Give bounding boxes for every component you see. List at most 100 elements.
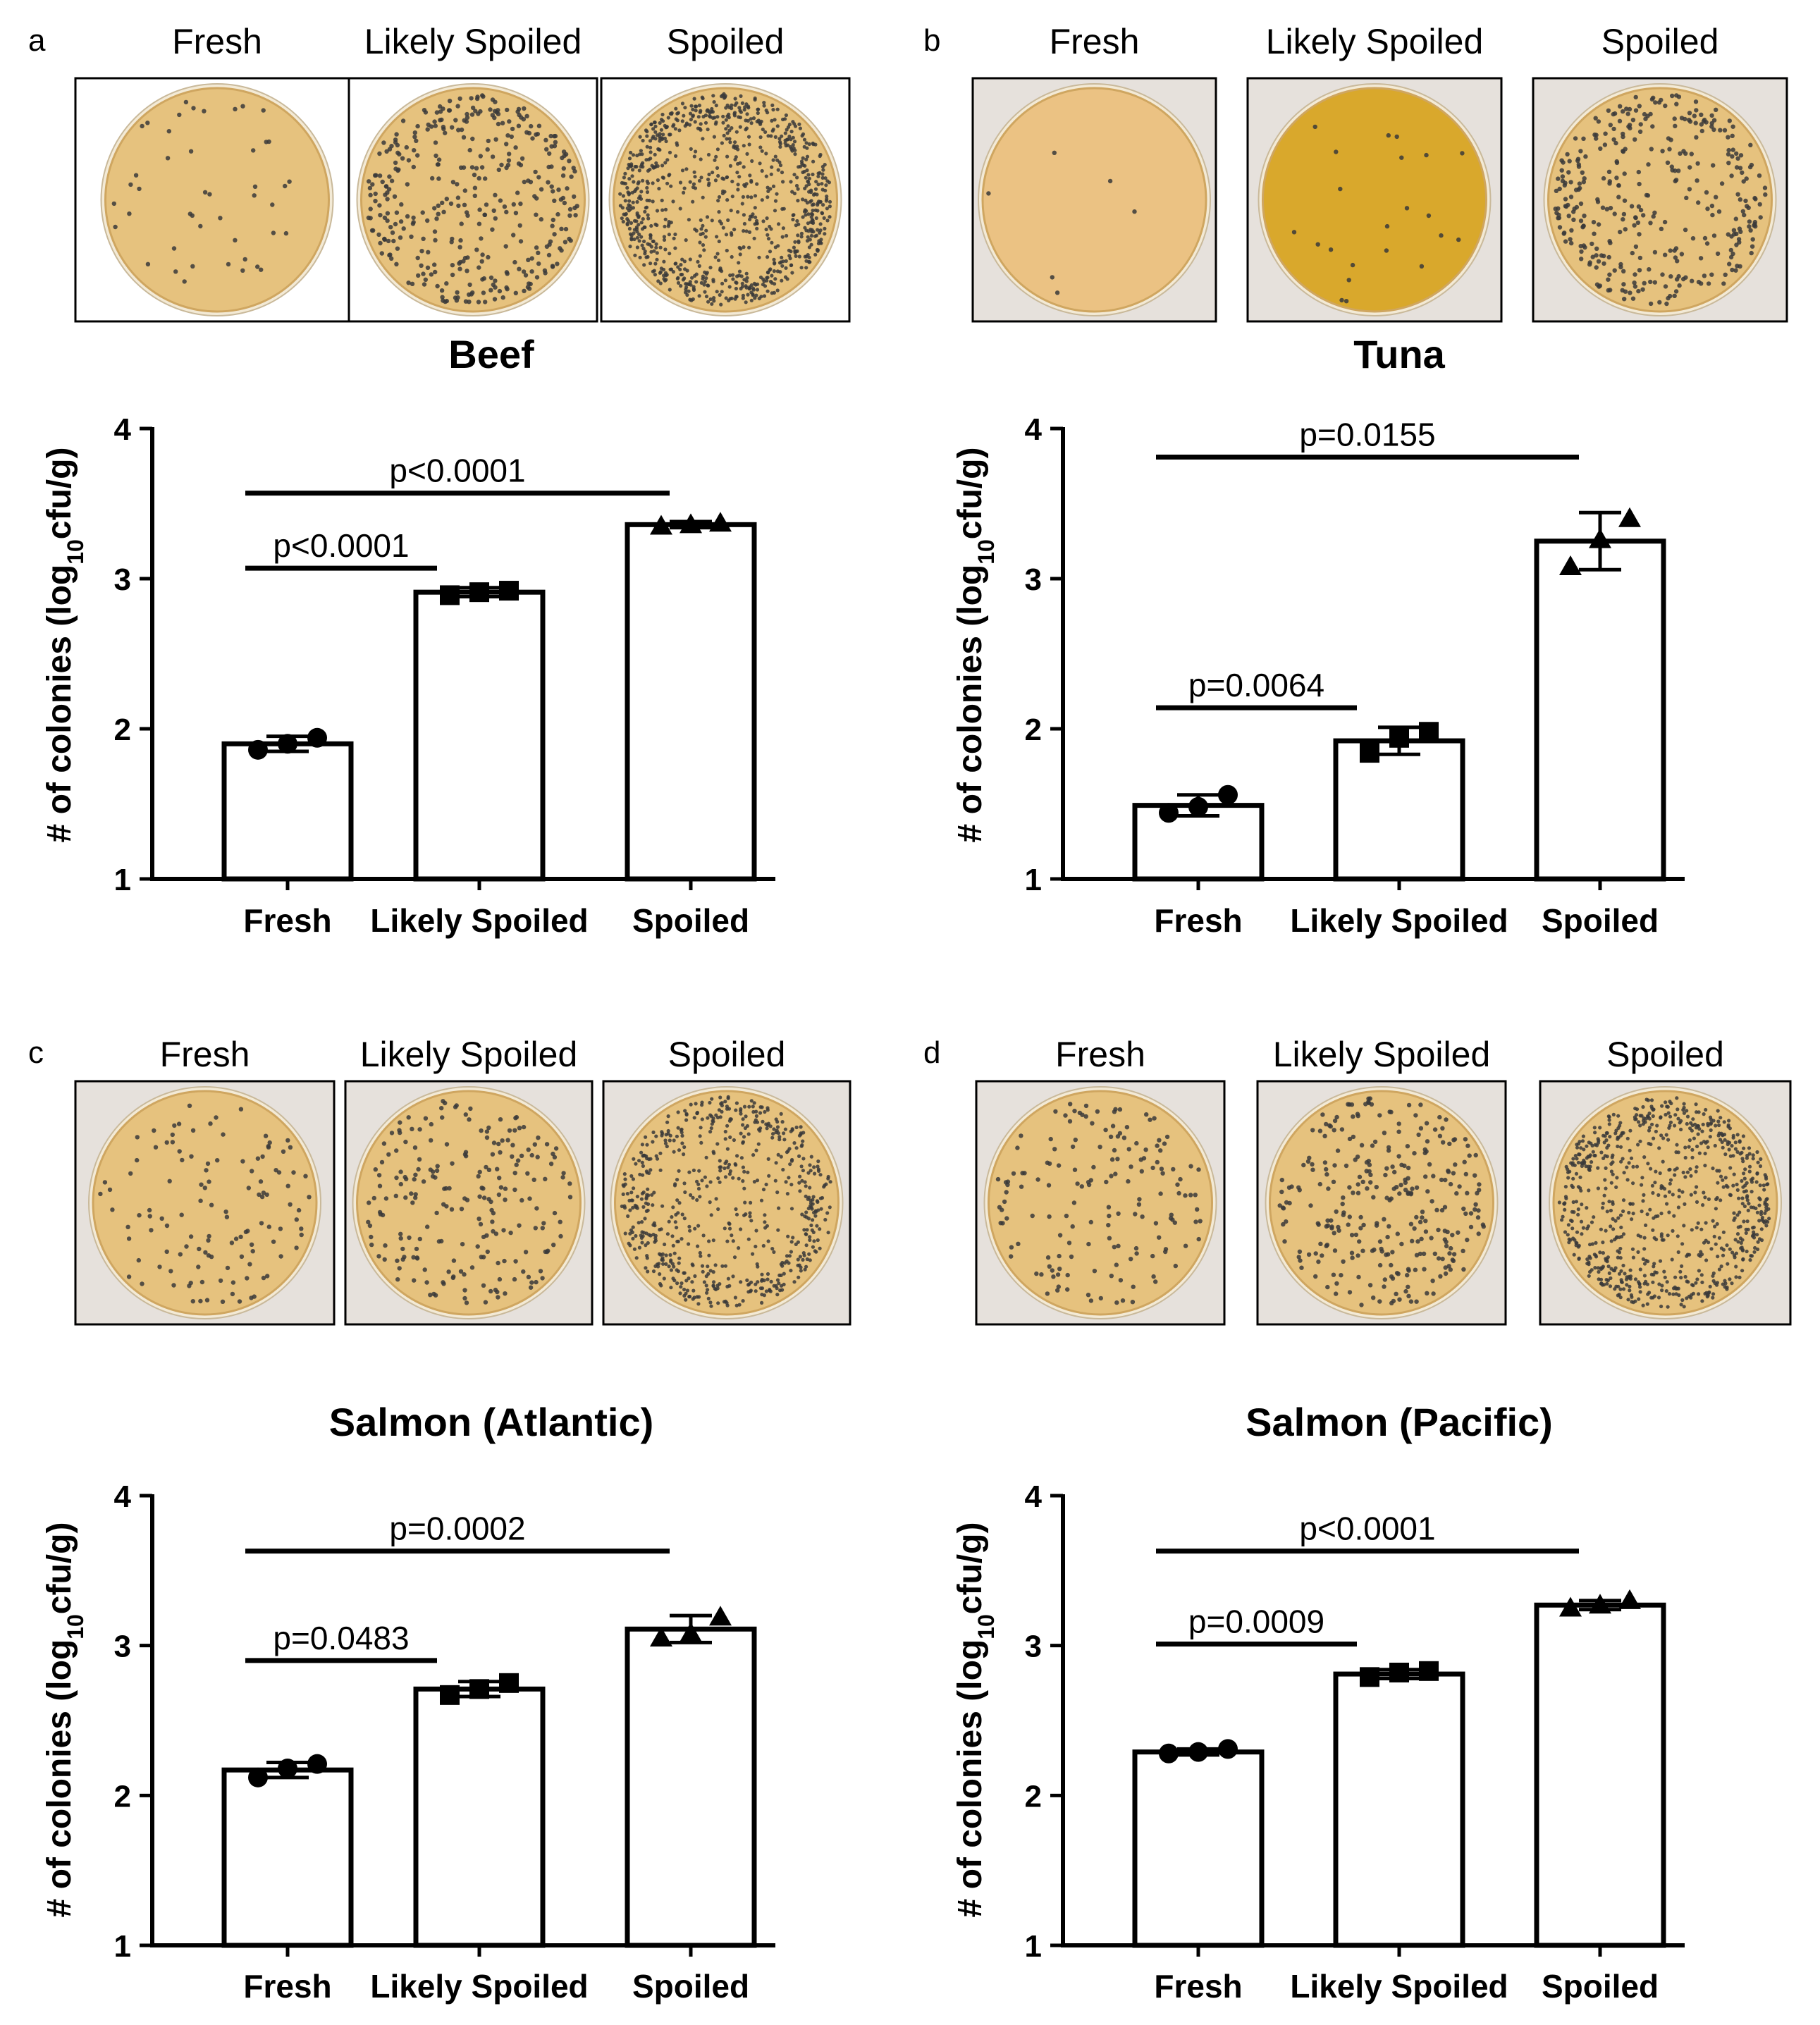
colony-dot <box>1630 1247 1635 1251</box>
colony-dot <box>1578 201 1584 207</box>
colony-dot <box>646 242 650 246</box>
colony-dot <box>777 222 781 226</box>
colony-dot <box>1630 118 1636 123</box>
colony-dot <box>204 1298 210 1303</box>
colony-dot <box>1475 1215 1481 1220</box>
colony-dot <box>1640 287 1645 292</box>
colony-dot <box>737 1303 742 1307</box>
colony-dot <box>701 1233 706 1238</box>
x-tick-label: Likely Spoiled <box>370 902 588 939</box>
colony-dot <box>1594 136 1599 141</box>
colony-dot <box>1570 1183 1574 1188</box>
colony-dot <box>548 1162 554 1167</box>
colony-dot <box>641 1231 646 1235</box>
colony-dot <box>793 240 797 244</box>
colony-dot <box>747 287 751 291</box>
colony-dot <box>261 1190 266 1195</box>
colony-dot <box>796 233 800 238</box>
colony-dot <box>395 1277 400 1282</box>
colony-dot <box>513 145 518 150</box>
colony-dot <box>1423 1219 1428 1224</box>
colony-dot <box>1115 1157 1120 1162</box>
colony-dot <box>1067 1119 1073 1124</box>
colony-dot <box>1682 1105 1686 1110</box>
colony-dot <box>699 218 703 222</box>
colony-dot <box>1764 1176 1769 1181</box>
colony-dot <box>764 1289 768 1293</box>
colony-dot <box>718 1095 723 1100</box>
colony-dot <box>825 207 829 211</box>
colony-dot <box>634 1205 639 1209</box>
colony-dot <box>1716 1109 1720 1113</box>
colony-dot <box>1750 1190 1754 1194</box>
colony-dot <box>1371 1295 1376 1300</box>
colony-dot <box>754 215 758 219</box>
colony-dot <box>1633 137 1637 142</box>
colony-dot <box>653 165 657 169</box>
colony-dot <box>1396 1154 1401 1159</box>
colony-dot <box>1734 151 1739 156</box>
colony-dot <box>754 1148 758 1152</box>
colony-dot <box>1740 1178 1744 1183</box>
colony-dot <box>1716 209 1722 214</box>
colony-dot <box>1718 1174 1723 1178</box>
colony-dot <box>641 1164 646 1168</box>
colony-dot <box>1064 1213 1069 1219</box>
colony-dot <box>645 134 649 138</box>
colony-dot <box>1763 1200 1767 1205</box>
colony-dot <box>107 1187 113 1193</box>
replicate-point <box>1589 1594 1611 1614</box>
colony-dot <box>1695 1226 1699 1230</box>
colony-dot <box>773 199 778 203</box>
colony-dot <box>695 1198 699 1202</box>
colony-dot <box>1626 1298 1630 1302</box>
colony-dot <box>1384 248 1389 253</box>
colony-dot <box>415 153 420 158</box>
colony-dot <box>410 1126 414 1132</box>
colony-dot <box>467 1117 472 1122</box>
colony-dot <box>789 1269 793 1273</box>
colony-dot <box>764 152 768 156</box>
colony-dot <box>140 1281 145 1286</box>
colony-dot <box>207 1233 211 1239</box>
colony-dot <box>807 255 811 259</box>
colony-dot <box>220 1299 226 1305</box>
colony-dot <box>1703 1291 1707 1296</box>
colony-dot <box>748 173 752 178</box>
colony-dot <box>551 189 555 194</box>
colony-dot <box>780 235 785 239</box>
colony-dot <box>536 123 542 128</box>
colony-dot <box>691 1297 695 1301</box>
colony-dot <box>1646 1162 1650 1166</box>
colony-dot <box>751 1104 755 1109</box>
colony-dot <box>813 1171 817 1176</box>
colony-dot <box>1593 1266 1597 1270</box>
colony-dot <box>1758 215 1763 220</box>
colony-dot <box>761 1243 765 1248</box>
colony-dot <box>1715 251 1721 257</box>
colony-dot <box>1745 1198 1750 1202</box>
colony-dot <box>637 168 641 173</box>
colony-dot <box>1735 1232 1740 1236</box>
colony-dot <box>711 1119 715 1124</box>
colony-dot <box>645 198 649 202</box>
colony-dot <box>1595 199 1601 204</box>
colony-dot <box>703 290 707 294</box>
colony-dot <box>398 235 403 240</box>
colony-dot <box>152 1128 156 1133</box>
colony-dot <box>737 175 742 179</box>
colony-dot <box>1588 1256 1592 1260</box>
colony-dot <box>770 165 774 169</box>
y-tick-label: 1 <box>114 1929 131 1964</box>
colony-dot <box>730 179 734 184</box>
colony-dot <box>1443 1271 1449 1276</box>
colony-dot <box>1709 1247 1714 1251</box>
colony-dot <box>1673 255 1678 260</box>
colony-dot <box>1344 299 1349 304</box>
colony-dot <box>1472 1207 1477 1212</box>
colony-dot <box>1711 1219 1715 1223</box>
colony-dot <box>801 1157 806 1161</box>
p-value-label: p=0.0002 <box>389 1510 525 1547</box>
colony-dot <box>743 1200 747 1205</box>
colony-dot <box>1695 178 1699 183</box>
